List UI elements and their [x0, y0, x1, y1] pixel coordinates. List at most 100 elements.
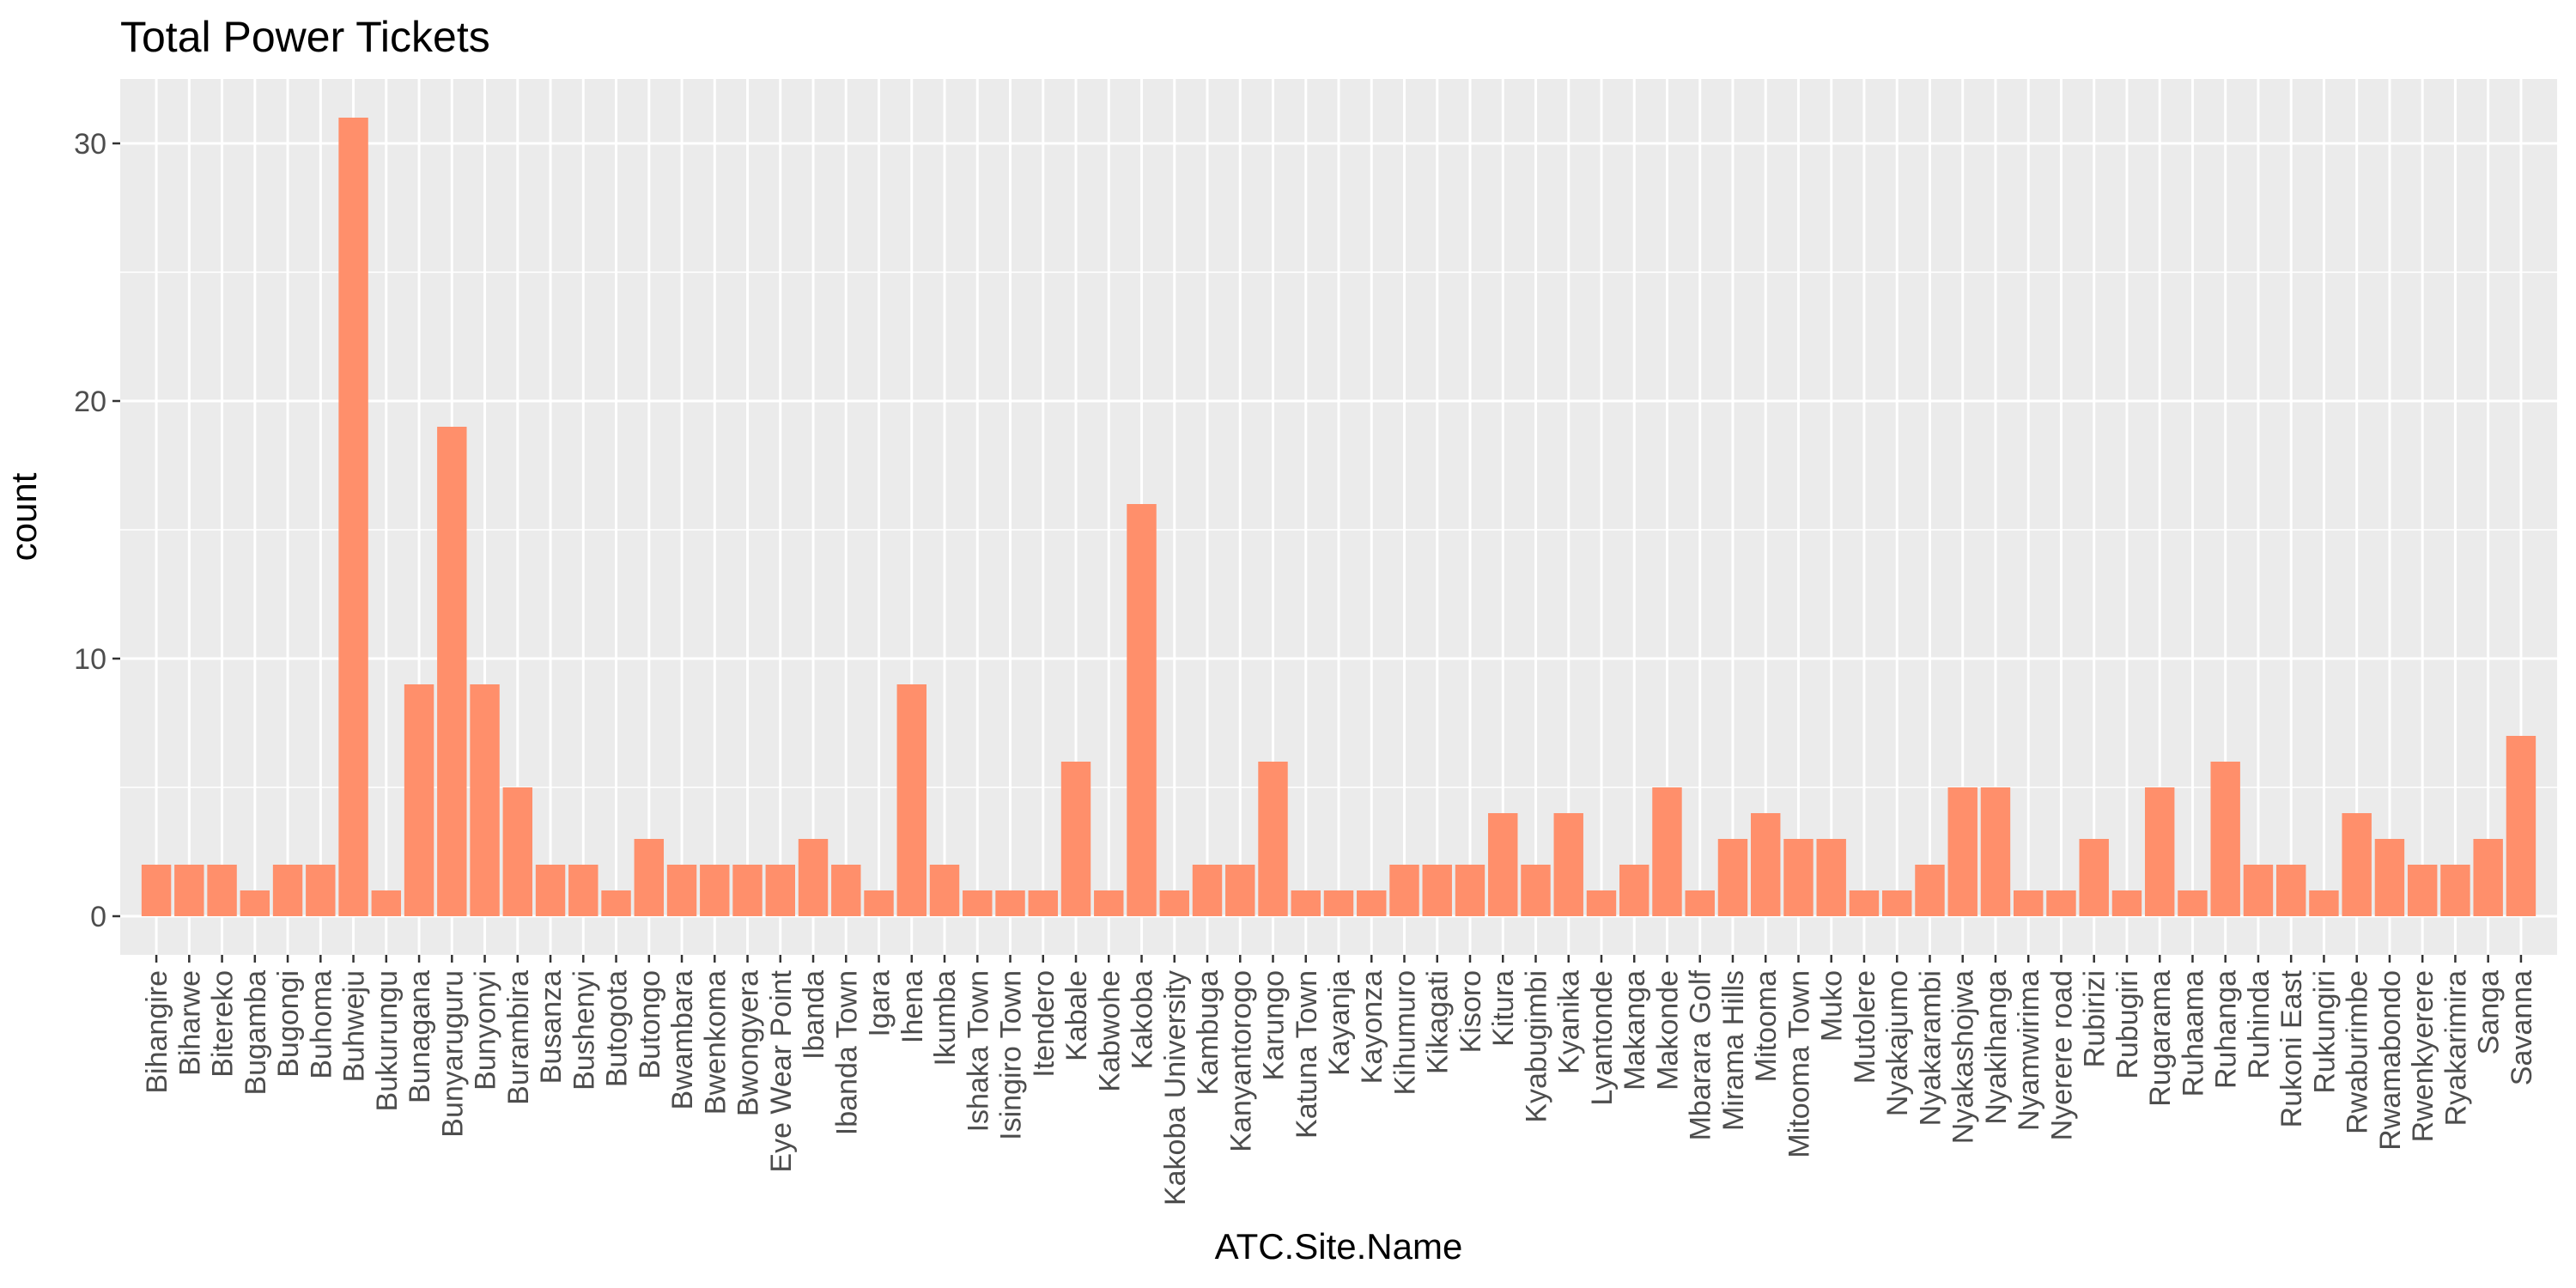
x-tick-label: Busanza: [535, 970, 568, 1084]
bar: [896, 684, 927, 916]
x-tick-label: Ryakarimira: [2439, 970, 2472, 1126]
x-tick-label: Nyakarambi: [1914, 970, 1947, 1126]
x-tick-label: Mbarara Golf: [1685, 969, 1717, 1140]
bar: [2243, 865, 2274, 916]
bar: [2111, 890, 2142, 916]
bar: [1553, 813, 1583, 916]
x-tick-label: Mitooma: [1750, 970, 1783, 1082]
bar: [1455, 865, 1485, 916]
bar: [995, 890, 1025, 916]
x-tick-label: Savanna: [2506, 970, 2538, 1085]
x-tick-label: Butogota: [601, 970, 634, 1087]
bar: [2342, 813, 2372, 916]
x-tick-label: Kyanika: [1553, 970, 1586, 1074]
x-tick-label: Sanga: [2473, 970, 2506, 1054]
x-tick-label: Rugarama: [2144, 970, 2177, 1107]
x-tick-label: Bwongyera: [732, 970, 765, 1116]
x-tick-label: Rubirizi: [2079, 970, 2111, 1067]
x-tick-label: Isingiro Town: [995, 970, 1028, 1140]
bar: [2013, 890, 2044, 916]
bar: [338, 118, 368, 916]
x-tick-label: Kihumuro: [1388, 970, 1421, 1096]
bar: [2506, 736, 2537, 916]
bar: [864, 890, 894, 916]
bar: [141, 865, 172, 916]
x-tick-label: Igara: [864, 970, 896, 1037]
bar: [535, 865, 566, 916]
bar: [437, 427, 467, 916]
bar: [371, 890, 402, 916]
x-tick-label: Ishaka Town: [962, 970, 994, 1132]
x-tick-label: Karungo: [1258, 970, 1291, 1081]
bar: [2079, 839, 2109, 916]
x-tick-label: Kitura: [1487, 970, 1520, 1047]
bar: [272, 865, 303, 916]
x-tick-label: Bukurungu: [371, 970, 404, 1111]
bar: [1159, 890, 1189, 916]
bar: [1422, 865, 1452, 916]
bar: [1619, 865, 1649, 916]
bar: [831, 865, 861, 916]
bars: [141, 118, 2537, 916]
bar: [2440, 865, 2470, 916]
x-tick-label: Makonde: [1651, 970, 1684, 1091]
bar: [1060, 762, 1091, 916]
bar: [1751, 813, 1781, 916]
bar: [700, 865, 730, 916]
bar: [1685, 890, 1715, 916]
bar: [1947, 787, 1978, 916]
bar: [929, 865, 960, 916]
x-tick-label: Rwenkyerere: [2407, 970, 2439, 1142]
x-tick-label: Bunyonyi: [470, 970, 502, 1091]
bar: [174, 865, 204, 916]
bar: [240, 890, 270, 916]
bar: [1915, 865, 1945, 916]
bar: [2144, 787, 2175, 916]
x-tick-label: Rwaburimbe: [2342, 970, 2374, 1134]
x-tick-label: Ruhanga: [2210, 970, 2243, 1089]
bar: [1488, 813, 1518, 916]
bar: [1816, 839, 1846, 916]
bar: [666, 865, 697, 916]
x-tick-label: Kabwohe: [1093, 970, 1126, 1092]
y-tick-label: 10: [74, 643, 106, 676]
x-tick-label: Butongo: [634, 970, 666, 1079]
bar: [1094, 890, 1124, 916]
x-tick-label: Kyabugimbi: [1520, 970, 1552, 1123]
bar: [1291, 890, 1321, 916]
x-tick-label: Kanyantorogo: [1224, 970, 1257, 1152]
x-tick-label: Kambuga: [1192, 970, 1224, 1096]
x-tick-label: Rubugiri: [2111, 970, 2144, 1079]
bar: [1586, 890, 1617, 916]
y-axis: 0 10 20 30: [74, 128, 120, 933]
bar: [1389, 865, 1419, 916]
bar: [1127, 504, 1157, 916]
x-tick-label: Kakoba University: [1159, 970, 1192, 1206]
bar: [2374, 839, 2405, 916]
bar: [2178, 890, 2208, 916]
x-tick-label: Ruhinda: [2243, 970, 2275, 1079]
x-tick-label: Bugamba: [240, 970, 272, 1096]
x-tick-label: Mirama Hills: [1717, 970, 1750, 1131]
x-tick-label: Bushenyi: [568, 970, 600, 1091]
x-tick-label: Nyakashojwa: [1947, 970, 1980, 1144]
x-tick-label: Bugongi: [272, 970, 305, 1078]
chart-title: Total Power Tickets: [120, 13, 490, 61]
x-tick-label: Bunagana: [404, 970, 436, 1103]
x-tick-label: Bwambara: [666, 970, 699, 1110]
x-tick-label: Buhweju: [338, 970, 371, 1082]
x-tick-label: Rukungiri: [2308, 970, 2341, 1094]
x-tick-label: Biharwe: [173, 970, 206, 1076]
x-tick-label: Ibanda: [798, 970, 830, 1060]
x-tick-label: Nyamwirima: [2013, 970, 2045, 1131]
x-axis: Bihangire Biharwe Bitereko Bugamba Bugongi Bu…: [141, 955, 2538, 1206]
bar: [2275, 865, 2306, 916]
bar: [765, 865, 795, 916]
bar: [1357, 890, 1387, 916]
x-tick-label: Kisoro: [1455, 970, 1487, 1053]
y-tick-label: 20: [74, 386, 106, 418]
x-tick-label: Kayonza: [1356, 970, 1388, 1084]
x-tick-label: Bwenkoma: [699, 970, 732, 1115]
x-tick-label: Rwamabondo: [2374, 970, 2407, 1151]
bar: [1192, 865, 1223, 916]
